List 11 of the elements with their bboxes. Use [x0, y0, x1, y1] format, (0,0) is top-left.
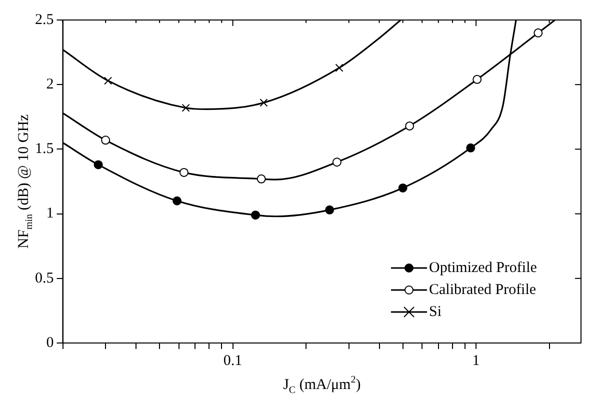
y-tick-label: 2.5 [35, 12, 54, 28]
y-tick-label: 2 [46, 76, 54, 93]
legend-label: Optimized Profile [429, 260, 538, 276]
y-axis-title: NFmin (dB) @ 10 GHz [16, 114, 35, 249]
legend-label: Si [429, 304, 442, 320]
legend-label: Calibrated Profile [429, 282, 536, 298]
y-tick-label: 1.5 [35, 141, 54, 158]
y-tick-label: 0.5 [35, 270, 54, 286]
y-tick-label: 1 [46, 206, 54, 222]
x-tick-label: 0.1 [223, 352, 242, 369]
y-tick-label: 0 [46, 334, 54, 351]
